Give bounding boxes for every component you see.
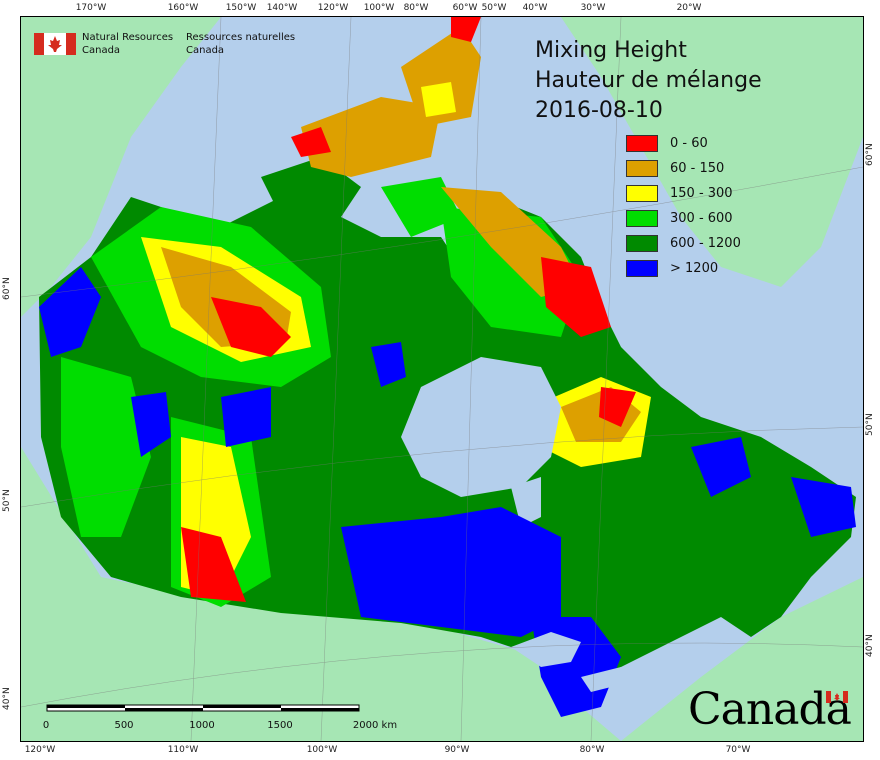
tick-top-120w: 120°W [317, 3, 349, 13]
legend-label: 600 - 1200 [670, 236, 741, 251]
zone-blue-nwt [371, 342, 406, 387]
arctic-island-6 [291, 127, 331, 157]
zone-red-quebec [599, 387, 636, 427]
arctic-island-2 [381, 177, 461, 237]
scale-label-0: 0 [42, 720, 50, 731]
title-english: Mixing Height [535, 38, 687, 63]
zone-red-ab [181, 527, 246, 602]
legend-item: 300 - 600 [626, 206, 741, 231]
great-lakes [511, 632, 581, 667]
wordmark-flag-icon [826, 691, 848, 703]
tick-right-50n: 50°N [865, 413, 875, 436]
mixing-height-map [21, 17, 863, 741]
legend-swatch [626, 235, 658, 252]
legend-label: 300 - 600 [670, 211, 733, 226]
hudson-bay [401, 357, 561, 497]
tick-left-40n: 40°N [2, 687, 12, 710]
tick-top-50w: 50°W [481, 3, 507, 13]
zone-blue-ab [221, 387, 271, 447]
tick-bottom-80w: 80°W [579, 745, 605, 755]
scale-bar [46, 704, 360, 712]
tick-top-170w: 170°W [75, 3, 107, 13]
arctic-island-4 [401, 27, 481, 127]
tick-bottom-90w: 90°W [444, 745, 470, 755]
scale-label-1500: 1500 [267, 720, 293, 731]
tick-top-80w: 80°W [403, 3, 429, 13]
tick-bottom-120w: 120°W [24, 745, 56, 755]
agency-french-line2: Canada [186, 45, 225, 56]
tick-top-150w: 150°W [225, 3, 257, 13]
greenland-land [561, 17, 863, 287]
tick-left-50n: 50°N [2, 489, 12, 512]
zone-red-north [211, 297, 291, 357]
tick-top-60w: 60°W [452, 3, 478, 13]
agency-name-french: Ressources naturelles Canada [186, 31, 295, 57]
alaska-land [21, 17, 221, 317]
agency-english-line1: Natural Resources [82, 32, 174, 43]
zone-blue-west [39, 267, 101, 357]
arctic-island-5 [451, 17, 481, 42]
tick-bottom-100w: 100°W [306, 745, 338, 755]
zone-blue-east [791, 477, 856, 537]
map-area [20, 16, 864, 742]
zone-blue-bc [131, 392, 171, 457]
scale-label-2000: 2000 km [352, 720, 398, 731]
graticule-lines [21, 17, 863, 741]
scale-label-1000: 1000 [189, 720, 215, 731]
agency-name-english: Natural Resources Canada [82, 31, 173, 57]
title-french: Hauteur de mélange [535, 68, 762, 93]
legend-item: 0 - 60 [626, 131, 741, 156]
legend-swatch [626, 135, 658, 152]
usa-east-land [621, 577, 863, 741]
legend-item: 150 - 300 [626, 181, 741, 206]
legend-label: 60 - 150 [670, 161, 725, 176]
title-date: 2016-08-10 [535, 98, 663, 123]
tick-bottom-110w: 110°W [167, 745, 199, 755]
tick-top-20w: 20°W [676, 3, 702, 13]
usa-land [21, 447, 621, 741]
arctic-island-3 [301, 97, 441, 177]
legend-item: 60 - 150 [626, 156, 741, 181]
tick-right-40n: 40°N [865, 634, 875, 657]
canada-flag-icon [34, 33, 76, 55]
arctic-island-7 [421, 82, 456, 117]
map-title: Mixing Height Hauteur de mélange 2016-08… [535, 36, 762, 126]
legend-label: 150 - 300 [670, 186, 733, 201]
agency-english-line2: Canada [82, 45, 121, 56]
legend-swatch [626, 160, 658, 177]
agency-french-line1: Ressources naturelles [186, 32, 296, 43]
legend-item: 600 - 1200 [626, 231, 741, 256]
tick-left-60n: 60°N [2, 277, 12, 300]
legend-swatch [626, 210, 658, 227]
tick-top-40w: 40°W [522, 3, 548, 13]
zone-blue-central [341, 507, 561, 637]
legend-label: 0 - 60 [670, 136, 708, 151]
zone-green-bc [61, 357, 151, 537]
legend-swatch [626, 185, 658, 202]
canada-wordmark: Canada [688, 684, 852, 735]
zone-blue-labrador [691, 437, 751, 497]
legend-swatch [626, 260, 658, 277]
james-bay [511, 477, 541, 527]
tick-top-30w: 30°W [580, 3, 606, 13]
scale-label-500: 500 [114, 720, 134, 731]
tick-right-60n: 60°N [865, 143, 875, 166]
legend-label: > 1200 [670, 261, 719, 276]
tick-bottom-70w: 70°W [725, 745, 751, 755]
legend-item: > 1200 [626, 256, 741, 281]
legend: 0 - 60 60 - 150 150 - 300 300 - 600 600 … [626, 131, 741, 281]
zone-red-baffin [541, 257, 611, 337]
tick-top-140w: 140°W [266, 3, 298, 13]
tick-top-100w: 100°W [363, 3, 395, 13]
tick-top-160w: 160°W [167, 3, 199, 13]
